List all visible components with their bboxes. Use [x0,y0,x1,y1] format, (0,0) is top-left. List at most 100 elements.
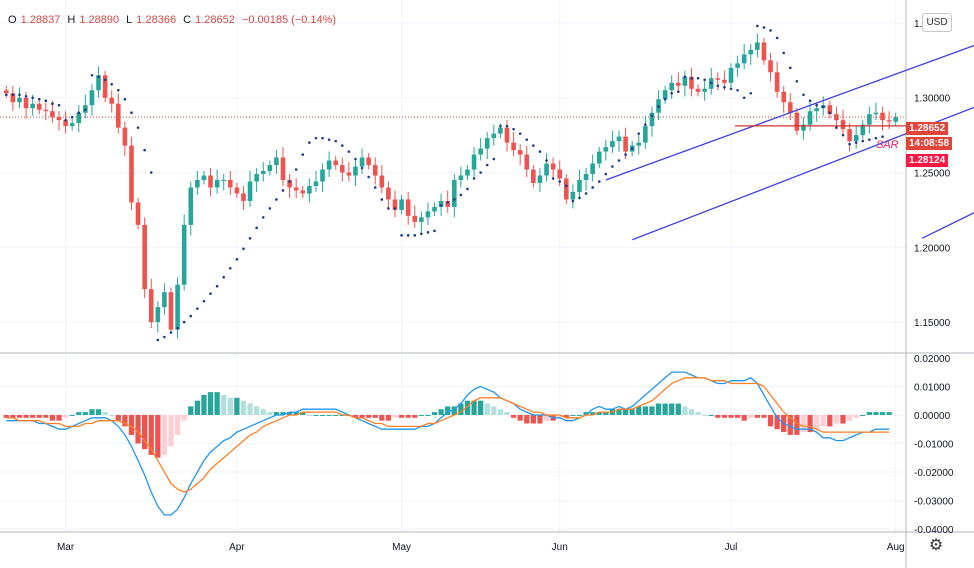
gear-icon[interactable]: ⚙ [928,537,944,554]
macd-histogram-bar [313,414,319,416]
sar-dot [881,135,884,138]
sar-dot [255,226,258,230]
macd-histogram-bar [636,406,642,415]
macd-histogram-bar [181,414,187,421]
macd-histogram-bar [385,414,392,421]
sar-dot [756,24,759,28]
macd-histogram-bar [23,414,29,418]
high-key: H [67,14,76,26]
sar-dot [512,127,515,131]
macd-histogram-bar [43,414,49,418]
candle-body [221,180,227,181]
candle-body [735,63,740,68]
sar-dot [657,105,660,109]
sar-dot [393,207,397,210]
sar-dot [769,29,772,32]
candle-body [563,178,569,200]
macd-histogram-bar [10,414,16,418]
macd-histogram-bar [484,403,490,415]
sar-dot [367,175,370,179]
low-value: 1.28366 [136,14,177,26]
candle-body [162,292,167,308]
candle-body [386,187,391,200]
macd-histogram-bar [576,414,583,416]
sar-dot [518,132,522,135]
macd-histogram-bar [886,412,892,415]
macd-histogram-bar [754,414,760,418]
candle-body [76,112,82,124]
candle-body [741,54,747,64]
sar-dot [90,74,94,77]
candle-body [761,42,767,61]
macd-histogram-bar [333,414,339,416]
candle-body [115,103,121,128]
candle-body [504,127,510,143]
sar-dot [380,198,384,201]
candle-body [702,88,707,92]
candle-body [372,165,378,176]
macd-histogram-bar [741,414,747,421]
macd-histogram-bar [438,409,444,415]
candle-body [471,154,477,170]
time-tick-label: Apr [229,542,245,553]
macd-histogram-bar [866,412,872,415]
sar-dot [492,157,496,161]
candle-body [320,169,325,182]
macd-histogram-bar [30,414,36,418]
macd-histogram-bar [464,400,471,415]
sar-dot [604,172,608,176]
candle-body [465,169,470,176]
candle-body [129,145,134,203]
macd-histogram-bar [69,414,75,416]
macd-histogram-bar [161,414,168,455]
sar-dot [723,85,726,89]
candle-body [3,90,9,94]
sar-dot [538,150,542,153]
macd-histogram-bar [833,414,840,424]
candle-body [801,124,806,131]
macd-histogram-bar [557,414,563,418]
sar-dot [690,76,693,80]
high-value: 1.28890 [79,14,120,26]
candle-body [544,163,549,176]
macd-histogram-bar [109,414,115,416]
sar-dot [242,247,245,251]
candle-body [23,97,29,109]
sar-dot [261,216,265,219]
macd-histogram-bar [431,412,438,415]
sar-dot [70,115,74,119]
sar-dot [360,166,364,170]
candle-body [359,157,365,167]
macd-histogram-bar [174,414,181,435]
sar-dot [143,148,146,152]
time-tick-label: Jun [552,542,568,553]
candle-body [419,217,424,222]
sar-dot [215,284,219,288]
candle-body [853,135,859,142]
sar-dot [479,171,482,174]
macd-histogram-bar [286,412,293,415]
time-tick-label: Aug [887,542,905,553]
candle-body [511,142,516,151]
sar-dot [736,88,739,92]
sar-dot [64,118,67,122]
currency-button[interactable]: USD [922,13,952,32]
candle-body [669,82,675,91]
candle-body [412,215,418,222]
macd-histogram-bar [662,403,668,415]
macd-histogram-bar [761,414,767,418]
sar-dot [235,257,239,261]
candle-body [458,175,464,180]
macd-histogram-bar [293,412,299,415]
macd-histogram-bar [254,406,260,415]
candle-body [287,180,292,188]
macd-histogram-bar [188,406,194,415]
candle-body [781,91,787,103]
candle-body [867,114,872,125]
sar-dot [551,177,555,180]
sar-dot [288,180,291,183]
candle-body [689,76,694,89]
macd-histogram-bar [820,414,826,427]
